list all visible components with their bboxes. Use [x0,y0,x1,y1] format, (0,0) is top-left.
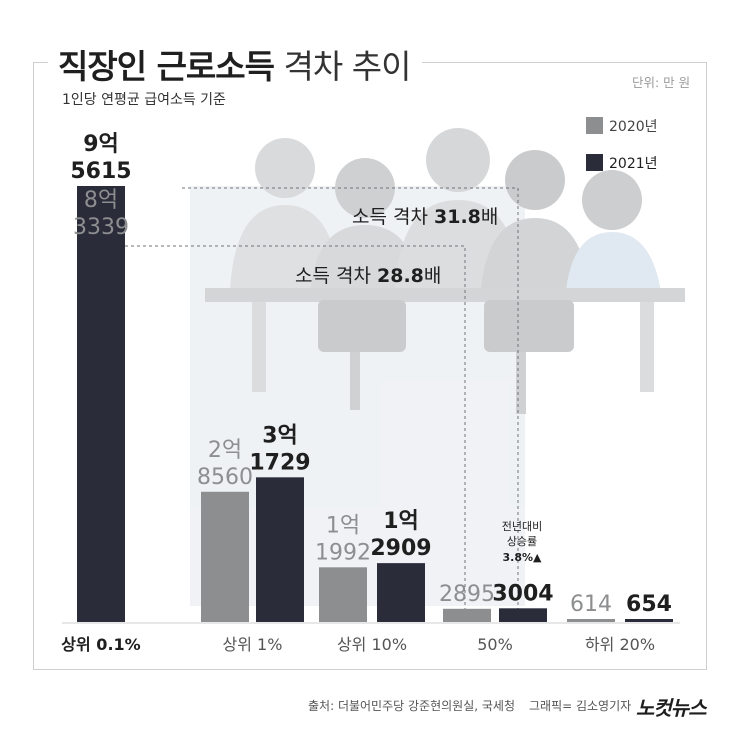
bar-label-2020-3-line0: 2895 [439,582,495,607]
page-subtitle: 1인당 연평균 급여소득 기준 [62,92,226,108]
category-label-4: 하위 20% [585,635,655,654]
bar-label-2020-1-line1: 8560 [197,465,253,490]
bars-group [77,185,673,622]
category-label-2: 상위 10% [337,635,407,654]
bar-label-2021-3-line0: 3004 [492,581,553,606]
bar-label-2020-2-line1: 1992 [315,540,371,565]
legend: 2020년 2021년 [586,117,658,172]
bar-2021-3 [499,608,547,622]
bar-2021-1 [256,477,304,622]
rate-top-line1: 전년대비 [138,197,173,208]
rate-mid-value: 3.8%▲ [503,551,543,564]
bar-2021-4 [625,619,673,622]
page-title: 직장인 근로소득 격차 추이 [48,40,423,88]
rate-top-line2: 상승률 [142,210,168,221]
category-label-0: 상위 0.1% [61,635,140,654]
gap-2020-label: 소득 격차 28.8배 [295,265,441,287]
source-line: 출처: 더불어민주당 강준현의원실, 국세청 그래픽= 김소영기자 [308,697,631,714]
gap-2021-bracket [182,187,519,609]
rate-top-value: 14.7%▲ [134,224,177,235]
bar-2020-3 [443,608,491,622]
bar-label-2021-0-line0: 9억 [83,132,119,157]
category-label-3: 50% [477,635,513,654]
bar-label-2020-4-line0: 614 [570,592,612,617]
bar-2020-4 [567,619,615,622]
title-light: 격차 추이 [283,47,412,86]
bar-label-2021-4-line0: 654 [626,592,672,617]
rate-mid-line1: 전년대비 [502,520,542,533]
credit-text: 그래픽= 김소영기자 [528,699,632,713]
legend-label-2021: 2021년 [609,156,658,172]
bar-label-2021-1-line0: 3억 [262,423,298,448]
bar-label-2020-0-line1: 3339 [73,215,129,240]
bar-label-2020-2-line0: 1억 [326,513,360,538]
bar-label-2021-1-line1: 1729 [249,450,310,475]
bar-label-2020-1-line0: 2억 [208,438,242,463]
source-text: 출처: 더불어민주당 강준현의원실, 국세청 [308,699,515,713]
unit-label: 단위: 만 원 [632,75,691,90]
rate-mid-annotation: 전년대비 상승률 3.8%▲ [502,520,542,564]
bar-labels-group: 8억33399억56152억85603억17291억19921억29092895… [70,132,672,617]
legend-swatch-2021 [586,154,603,171]
rate-mid-line2: 상승률 [507,535,537,548]
bar-2020-1 [201,491,249,622]
bar-label-2020-0-line0: 8억 [84,188,118,213]
nocut-news-logo: 노컷뉴스 [636,696,707,720]
bar-label-2021-0-line1: 5615 [70,159,131,184]
rate-top-annotation: 전년대비 상승률 14.7%▲ [134,197,177,235]
bar-label-2021-2-line0: 1억 [383,509,419,534]
category-label-1: 상위 1% [223,635,283,654]
bar-2021-0 [77,185,125,622]
gap-2021-label: 소득 격차 31.8배 [352,206,498,228]
bar-2020-2 [319,567,367,622]
title-bold: 직장인 근로소득 [58,47,275,86]
legend-swatch-2020 [586,117,603,134]
bar-label-2021-2-line1: 2909 [370,536,431,561]
legend-label-2020: 2020년 [609,119,658,135]
bar-2021-2 [377,563,425,622]
category-labels-group: 상위 0.1% 상위 1% 상위 10% 50% 하위 20% [61,635,655,654]
gap-2020-bracket [125,245,466,609]
